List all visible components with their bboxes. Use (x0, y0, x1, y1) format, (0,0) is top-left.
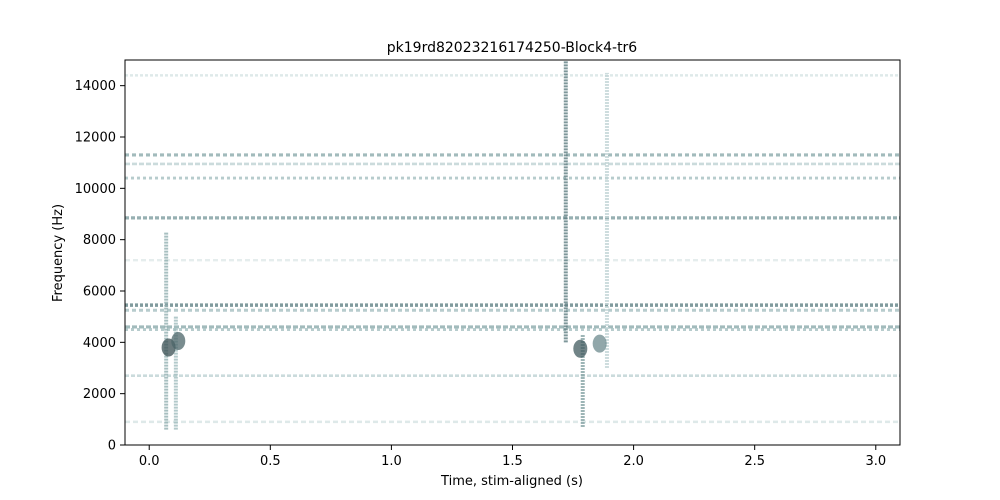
y-tick-label: 2000 (83, 387, 116, 402)
chart-title: pk19rd82023216174250-Block4-tr6 (387, 40, 638, 56)
y-tick-label: 12000 (75, 131, 116, 146)
y-tick-label: 14000 (75, 79, 116, 94)
x-axis-ticks: 0.0 0.5 1.0 1.5 2.0 2.5 3.0 (139, 445, 886, 469)
x-tick-label: 2.0 (623, 454, 644, 469)
y-tick-label: 0 (108, 439, 116, 454)
y-tick-label: 4000 (83, 336, 116, 351)
y-tick-label: 8000 (83, 233, 116, 248)
x-tick-label: 0.0 (139, 454, 160, 469)
x-tick-label: 2.5 (744, 454, 765, 469)
x-axis-label: Time, stim-aligned (s) (440, 474, 583, 489)
y-tick-label: 10000 (75, 182, 116, 197)
x-tick-label: 1.0 (381, 454, 402, 469)
hot-spots-layer (161, 332, 607, 358)
y-axis-label: Frequency (Hz) (51, 204, 66, 302)
y-axis-ticks: 0 2000 4000 6000 8000 10000 12000 14000 (75, 79, 125, 454)
x-tick-label: 0.5 (260, 454, 281, 469)
frequency-bands-layer (125, 74, 900, 424)
x-tick-label: 3.0 (865, 454, 886, 469)
x-tick-label: 1.5 (502, 454, 523, 469)
hot-spot-2 (573, 339, 588, 358)
plot-background (125, 60, 900, 445)
hot-spot-3 (592, 334, 607, 353)
plot-area (125, 60, 900, 445)
hot-spot-1 (171, 332, 186, 351)
y-tick-label: 6000 (83, 285, 116, 300)
